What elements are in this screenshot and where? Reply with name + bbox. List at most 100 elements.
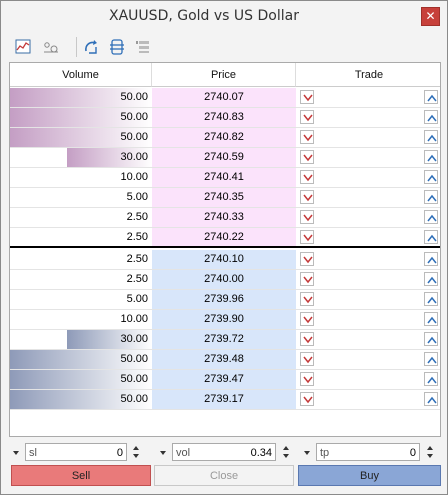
ask-row: 2.50 2740.33 (10, 208, 440, 228)
bid-row: 50.00 2739.48 (10, 350, 440, 370)
price-value[interactable]: 2740.59 (152, 148, 296, 167)
volume-depth-bar (10, 88, 152, 107)
volume-value: 50.00 (120, 353, 148, 365)
buy-limit-chevron-up-icon[interactable] (424, 170, 438, 184)
vol-field: vol 0.34 (156, 443, 296, 463)
volume-cell: 50.00 (10, 128, 152, 147)
bid-row: 50.00 2739.47 (10, 370, 440, 390)
sell-limit-chevron-down-icon[interactable] (300, 130, 314, 144)
volume-depth-bar (10, 370, 152, 389)
buy-button[interactable]: Buy (298, 465, 441, 486)
vol-input[interactable]: vol 0.34 (172, 443, 276, 461)
buy-limit-chevron-up-icon[interactable] (424, 272, 438, 286)
volume-value: 5.00 (126, 293, 148, 305)
one-click-trading-icon[interactable] (81, 37, 101, 57)
bid-row: 5.00 2739.96 (10, 290, 440, 310)
ask-row: 10.00 2740.41 (10, 168, 440, 188)
order-parameters: sl 0 vol 0.34 tp 0 (9, 443, 441, 463)
volume-cell: 2.50 (10, 208, 152, 227)
buy-limit-chevron-up-icon[interactable] (424, 110, 438, 124)
sell-limit-chevron-down-icon[interactable] (300, 392, 314, 406)
sl-dropdown-arrow-icon[interactable] (9, 446, 23, 460)
sell-limit-chevron-down-icon[interactable] (300, 352, 314, 366)
sell-limit-chevron-down-icon[interactable] (300, 190, 314, 204)
bid-row: 2.50 2740.10 (10, 250, 440, 270)
buy-limit-chevron-up-icon[interactable] (424, 372, 438, 386)
volume-cell: 2.50 (10, 228, 152, 247)
center-icon[interactable] (107, 37, 127, 57)
sl-stepper-icon[interactable] (129, 444, 143, 460)
sell-limit-chevron-down-icon[interactable] (300, 272, 314, 286)
sell-limit-chevron-down-icon[interactable] (300, 110, 314, 124)
price-value[interactable]: 2739.48 (152, 350, 296, 369)
sell-limit-chevron-down-icon[interactable] (300, 90, 314, 104)
price-value[interactable]: 2740.10 (152, 250, 296, 269)
sl-label: sl (29, 447, 37, 459)
buy-limit-chevron-up-icon[interactable] (424, 292, 438, 306)
price-value[interactable]: 2740.35 (152, 188, 296, 207)
ask-row: 30.00 2740.59 (10, 148, 440, 168)
buy-limit-chevron-up-icon[interactable] (424, 312, 438, 326)
buy-limit-chevron-up-icon[interactable] (424, 252, 438, 266)
volume-value: 50.00 (120, 131, 148, 143)
volume-cell: 5.00 (10, 290, 152, 309)
bid-row: 2.50 2740.00 (10, 270, 440, 290)
tp-input[interactable]: tp 0 (316, 443, 420, 461)
buy-limit-chevron-up-icon[interactable] (424, 90, 438, 104)
settings-icon[interactable] (133, 37, 153, 57)
ticks-icon[interactable] (41, 37, 61, 57)
buy-limit-chevron-up-icon[interactable] (424, 352, 438, 366)
volume-cell: 2.50 (10, 250, 152, 269)
volume-depth-bar (10, 350, 152, 369)
trade-buttons: Sell Close Buy (11, 465, 441, 487)
price-value[interactable]: 2740.07 (152, 88, 296, 107)
buy-limit-chevron-up-icon[interactable] (424, 210, 438, 224)
price-value[interactable]: 2740.33 (152, 208, 296, 227)
vol-stepper-icon[interactable] (279, 444, 293, 460)
price-value[interactable]: 2740.82 (152, 128, 296, 147)
buy-limit-chevron-up-icon[interactable] (424, 332, 438, 346)
tp-dropdown-arrow-icon[interactable] (300, 446, 314, 460)
tp-stepper-icon[interactable] (423, 444, 437, 460)
buy-limit-chevron-up-icon[interactable] (424, 150, 438, 164)
bid-row: 50.00 2739.17 (10, 390, 440, 410)
buy-limit-chevron-up-icon[interactable] (424, 190, 438, 204)
volume-value: 5.00 (126, 191, 148, 203)
chart-icon[interactable] (13, 37, 33, 57)
sell-limit-chevron-down-icon[interactable] (300, 210, 314, 224)
sell-limit-chevron-down-icon[interactable] (300, 252, 314, 266)
price-value[interactable]: 2739.17 (152, 390, 296, 409)
volume-cell: 50.00 (10, 370, 152, 389)
sell-limit-chevron-down-icon[interactable] (300, 230, 314, 244)
price-value[interactable]: 2739.47 (152, 370, 296, 389)
volume-cell: 30.00 (10, 330, 152, 349)
buy-limit-chevron-up-icon[interactable] (424, 230, 438, 244)
vol-dropdown-arrow-icon[interactable] (156, 446, 170, 460)
price-value[interactable]: 2739.72 (152, 330, 296, 349)
sell-limit-chevron-down-icon[interactable] (300, 150, 314, 164)
sell-button[interactable]: Sell (11, 465, 151, 486)
spread-divider (10, 246, 440, 248)
sl-value: 0 (116, 447, 123, 459)
sell-limit-chevron-down-icon[interactable] (300, 292, 314, 306)
title-bar[interactable]: XAUUSD, Gold vs US Dollar ✕ (1, 1, 447, 31)
sl-input[interactable]: sl 0 (25, 443, 127, 461)
close-position-button[interactable]: Close (154, 465, 294, 486)
price-value[interactable]: 2740.22 (152, 228, 296, 247)
buy-limit-chevron-up-icon[interactable] (424, 392, 438, 406)
volume-depth-bar (10, 128, 152, 147)
buy-limit-chevron-up-icon[interactable] (424, 130, 438, 144)
sell-limit-chevron-down-icon[interactable] (300, 312, 314, 326)
sell-limit-chevron-down-icon[interactable] (300, 372, 314, 386)
sell-limit-chevron-down-icon[interactable] (300, 332, 314, 346)
volume-value: 30.00 (120, 333, 148, 345)
close-window-button[interactable]: ✕ (421, 7, 440, 26)
price-value[interactable]: 2740.41 (152, 168, 296, 187)
price-value[interactable]: 2739.90 (152, 310, 296, 329)
volume-column-header: Volume (10, 63, 152, 87)
price-value[interactable]: 2740.83 (152, 108, 296, 127)
price-value[interactable]: 2740.00 (152, 270, 296, 289)
price-value[interactable]: 2739.96 (152, 290, 296, 309)
volume-value: 50.00 (120, 91, 148, 103)
sell-limit-chevron-down-icon[interactable] (300, 170, 314, 184)
